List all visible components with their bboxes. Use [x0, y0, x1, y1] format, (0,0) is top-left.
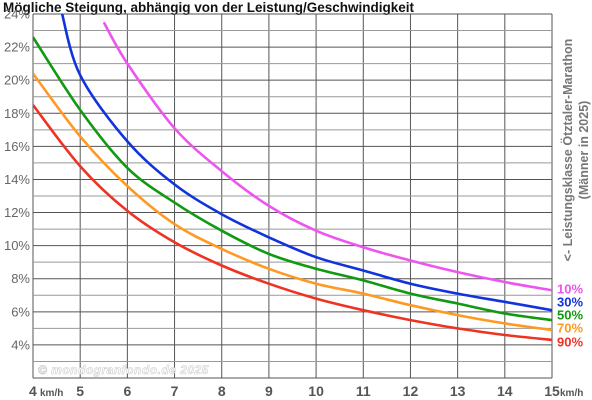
series-line-10pct — [102, 21, 552, 292]
x-unit-label: km/h — [560, 388, 583, 399]
y-axis-ticks: 4% 6% 8% 10% 12% 14% 16% 18% 20% 22% 24% — [4, 7, 30, 353]
side-label-main: <- Leistungsklasse Ötztaler-Marathon — [560, 39, 575, 262]
chart-title: Mögliche Steigung, abhängig von der Leis… — [3, 0, 415, 15]
x-tick-label: 14 — [497, 383, 513, 399]
side-label: <- Leistungsklasse Ötztaler-Marathon (Mä… — [560, 39, 591, 262]
x-tick-label: 13 — [450, 383, 466, 399]
x-tick-label: 8 — [218, 383, 226, 399]
y-tick-label: 8% — [11, 271, 30, 286]
x-axis-ticks: 4 km/h 5 6 7 8 9 10 11 12 13 14 15 km/h — [29, 383, 583, 399]
x-tick-label: 11 — [356, 383, 371, 399]
series-line-50pct — [33, 36, 552, 322]
y-tick-label: 12% — [4, 205, 30, 220]
series-label: 30% — [557, 295, 583, 310]
series-lines — [33, 14, 552, 342]
x-tick-label: 9 — [265, 383, 273, 399]
x-tick-label: 7 — [171, 383, 179, 399]
y-tick-label: 20% — [4, 73, 30, 88]
side-label-sub: (Männer in 2025) — [577, 101, 591, 200]
series-label: 70% — [557, 321, 583, 336]
y-tick-label: 18% — [4, 106, 30, 121]
series-label: 10% — [557, 282, 583, 297]
y-tick-label: 22% — [4, 40, 30, 55]
x-tick-label: 15 — [544, 383, 560, 399]
watermark: © mondogranfondo.de 2025 — [38, 363, 209, 377]
y-tick-label: 16% — [4, 139, 30, 154]
y-tick-label: 24% — [4, 7, 30, 22]
x-unit-label: km/h — [40, 388, 63, 399]
y-tick-label: 14% — [4, 172, 30, 187]
series-line-70pct — [33, 72, 552, 332]
x-tick-label: 6 — [123, 383, 131, 399]
series-labels: 10%30%50%70%90% — [557, 282, 583, 350]
y-tick-label: 10% — [4, 238, 30, 253]
x-tick-label: 10 — [308, 383, 324, 399]
series-line-30pct — [60, 14, 552, 312]
series-label: 50% — [557, 308, 583, 323]
series-label: 90% — [557, 335, 583, 350]
x-tick-label: 4 — [29, 383, 37, 399]
x-tick-label: 5 — [76, 383, 84, 399]
y-tick-label: 6% — [11, 304, 30, 319]
x-tick-label: 12 — [403, 383, 419, 399]
series-line-90pct — [33, 104, 552, 342]
y-tick-label: 4% — [11, 337, 30, 352]
